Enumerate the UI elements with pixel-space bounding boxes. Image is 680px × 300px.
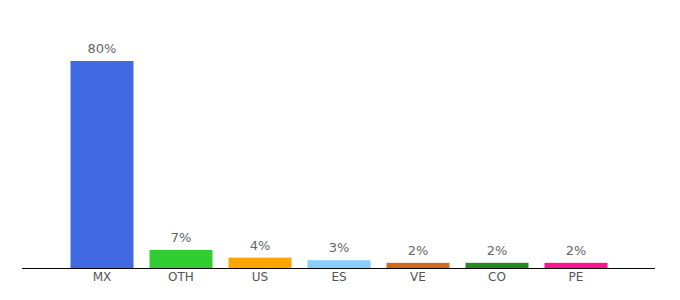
chart-container: 80% MX 7% OTH 4% US 3% ES 2% VE 2% CO 2% PE — [0, 0, 680, 300]
bar — [466, 263, 529, 268]
data-label: 4% — [250, 238, 271, 253]
x-tick-label: VE — [410, 270, 426, 284]
bar — [229, 258, 292, 268]
baseline — [22, 268, 655, 269]
bar — [71, 61, 134, 268]
data-label: 2% — [487, 243, 508, 258]
x-tick-label: US — [252, 270, 268, 284]
data-label: 2% — [408, 243, 429, 258]
bars — [71, 61, 608, 268]
bar — [387, 263, 450, 268]
data-label: 2% — [566, 243, 587, 258]
x-tick-label: CO — [488, 270, 506, 284]
x-tick-label: OTH — [168, 270, 194, 284]
bar — [545, 263, 608, 268]
bar — [150, 250, 213, 268]
x-tick-label: PE — [569, 270, 584, 284]
labels: 80% MX 7% OTH 4% US 3% ES 2% VE 2% CO 2% PE — [88, 41, 587, 284]
x-tick-label: ES — [331, 270, 346, 284]
data-label: 7% — [171, 230, 192, 245]
x-tick-label: MX — [93, 270, 112, 284]
data-label: 3% — [329, 240, 350, 255]
data-label: 80% — [88, 41, 117, 56]
chart: 80% MX 7% OTH 4% US 3% ES 2% VE 2% CO 2% PE — [0, 0, 680, 300]
bar — [308, 260, 371, 268]
